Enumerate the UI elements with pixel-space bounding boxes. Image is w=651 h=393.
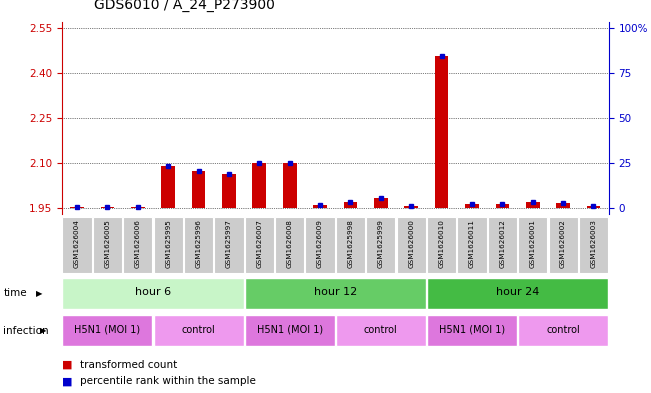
Text: GSM1626002: GSM1626002 [560,219,566,268]
Text: GSM1625999: GSM1625999 [378,219,384,268]
Text: GSM1626007: GSM1626007 [256,219,262,268]
Text: H5N1 (MOI 1): H5N1 (MOI 1) [74,325,141,335]
Text: H5N1 (MOI 1): H5N1 (MOI 1) [256,325,323,335]
FancyBboxPatch shape [184,217,213,273]
FancyBboxPatch shape [275,217,304,273]
FancyBboxPatch shape [427,277,608,309]
Text: percentile rank within the sample: percentile rank within the sample [80,376,256,386]
Text: ■: ■ [62,376,72,386]
FancyBboxPatch shape [214,217,243,273]
Bar [465,204,478,208]
FancyBboxPatch shape [62,315,152,346]
FancyBboxPatch shape [245,315,335,346]
FancyBboxPatch shape [93,217,122,273]
Text: ▶: ▶ [40,326,47,335]
FancyBboxPatch shape [396,217,426,273]
Bar [191,171,205,208]
Text: GSM1626005: GSM1626005 [104,219,111,268]
Bar [587,206,600,208]
FancyBboxPatch shape [62,277,243,309]
Bar [100,207,115,208]
Bar [222,174,236,208]
Text: hour 12: hour 12 [314,288,357,298]
FancyBboxPatch shape [518,315,608,346]
FancyBboxPatch shape [549,217,577,273]
Text: GSM1626003: GSM1626003 [590,219,596,268]
Text: infection: infection [3,325,49,336]
Text: control: control [546,325,580,335]
Bar [404,206,418,208]
FancyBboxPatch shape [123,217,152,273]
FancyBboxPatch shape [305,217,335,273]
Text: GSM1626004: GSM1626004 [74,219,80,268]
Bar [374,198,388,208]
FancyBboxPatch shape [336,315,426,346]
FancyBboxPatch shape [245,217,274,273]
Bar [556,203,570,208]
Text: GSM1626010: GSM1626010 [439,219,445,268]
Bar [495,204,509,208]
Text: GSM1625996: GSM1625996 [195,219,202,268]
FancyBboxPatch shape [427,315,517,346]
Text: GSM1626001: GSM1626001 [530,219,536,268]
Text: GSM1625997: GSM1625997 [226,219,232,268]
Text: control: control [182,325,215,335]
Bar [70,207,84,208]
Bar [313,205,327,208]
Bar [131,207,145,208]
Text: GSM1626000: GSM1626000 [408,219,414,268]
Bar [161,166,175,208]
Bar [344,202,357,208]
Text: GSM1626009: GSM1626009 [317,219,323,268]
Bar [435,56,449,208]
FancyBboxPatch shape [154,217,183,273]
Bar [253,163,266,208]
Text: GSM1626011: GSM1626011 [469,219,475,268]
FancyBboxPatch shape [518,217,547,273]
Text: GSM1626008: GSM1626008 [286,219,293,268]
Text: ▶: ▶ [36,289,42,298]
FancyBboxPatch shape [579,217,608,273]
Text: GSM1625998: GSM1625998 [348,219,353,268]
Text: transformed count: transformed count [80,360,177,370]
Text: hour 6: hour 6 [135,288,171,298]
Bar [283,163,297,208]
FancyBboxPatch shape [336,217,365,273]
Text: time: time [3,288,27,298]
FancyBboxPatch shape [427,217,456,273]
FancyBboxPatch shape [154,315,243,346]
Text: H5N1 (MOI 1): H5N1 (MOI 1) [439,325,505,335]
Text: GSM1625995: GSM1625995 [165,219,171,268]
Bar [526,202,540,208]
Text: GSM1626012: GSM1626012 [499,219,505,268]
FancyBboxPatch shape [458,217,486,273]
Text: GSM1626006: GSM1626006 [135,219,141,268]
Text: hour 24: hour 24 [496,288,539,298]
Text: control: control [364,325,398,335]
FancyBboxPatch shape [367,217,395,273]
Text: GDS6010 / A_24_P273900: GDS6010 / A_24_P273900 [94,0,275,12]
FancyBboxPatch shape [62,217,92,273]
FancyBboxPatch shape [245,277,426,309]
Text: ■: ■ [62,360,72,370]
FancyBboxPatch shape [488,217,517,273]
